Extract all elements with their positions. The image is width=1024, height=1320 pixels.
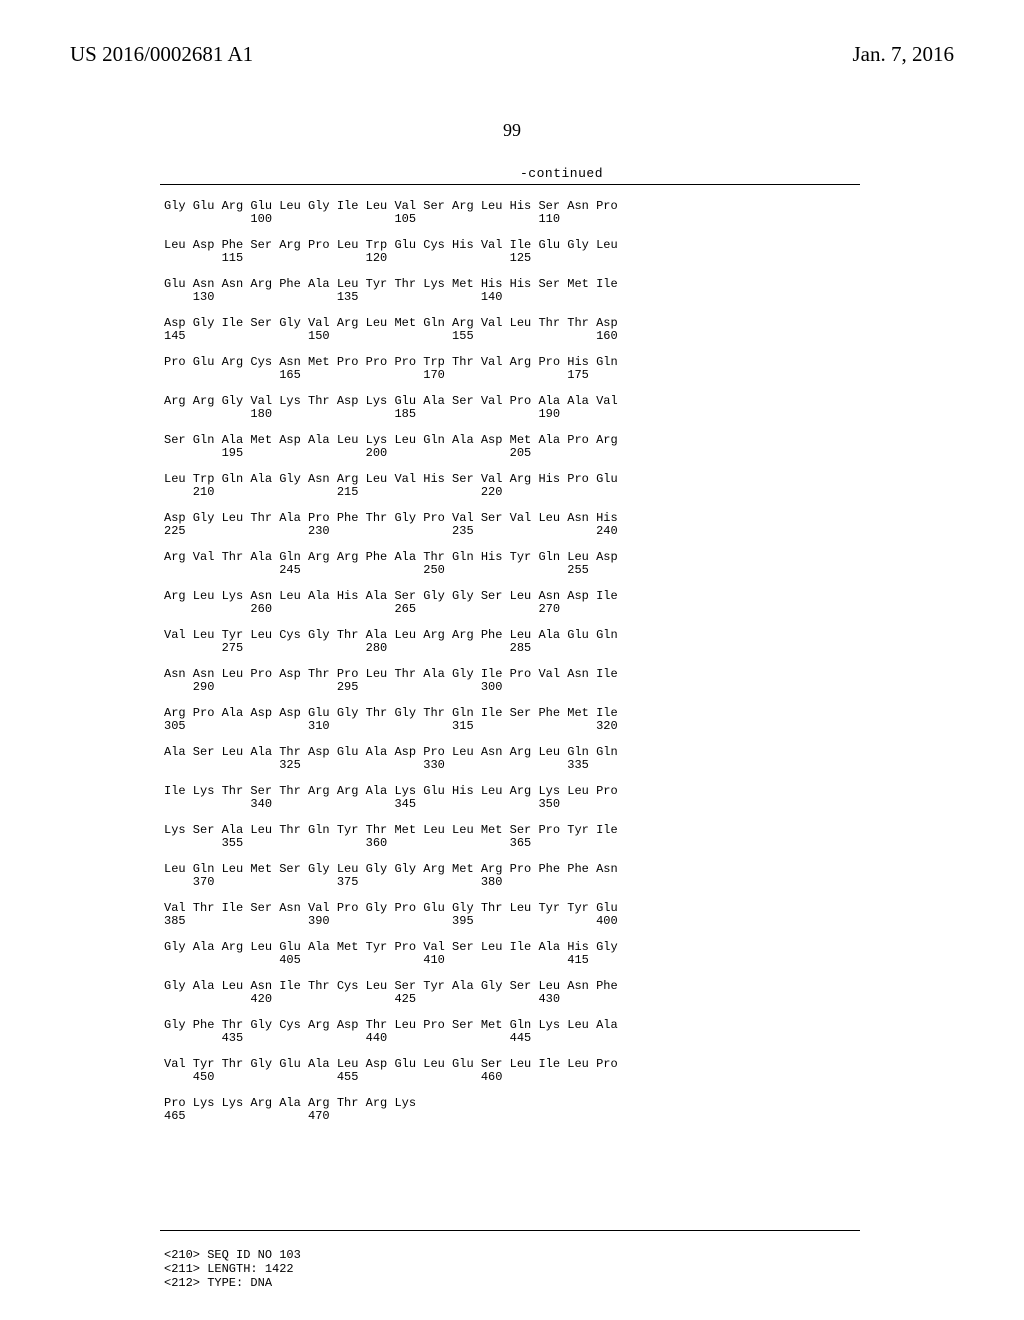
seq-meta-block: <210> SEQ ID NO 103 <211> LENGTH: 1422 <… [164, 1248, 301, 1290]
continued-label: -continued [520, 166, 603, 181]
page: US 2016/0002681 A1 Jan. 7, 2016 99 -cont… [0, 0, 1024, 1320]
rule-bottom [160, 1230, 860, 1231]
sequence-block: Gly Glu Arg Glu Leu Gly Ile Leu Val Ser … [164, 200, 618, 1123]
page-number: 99 [0, 120, 1024, 141]
rule-top [160, 184, 860, 185]
pub-number: US 2016/0002681 A1 [70, 42, 253, 67]
pub-date: Jan. 7, 2016 [853, 42, 955, 67]
